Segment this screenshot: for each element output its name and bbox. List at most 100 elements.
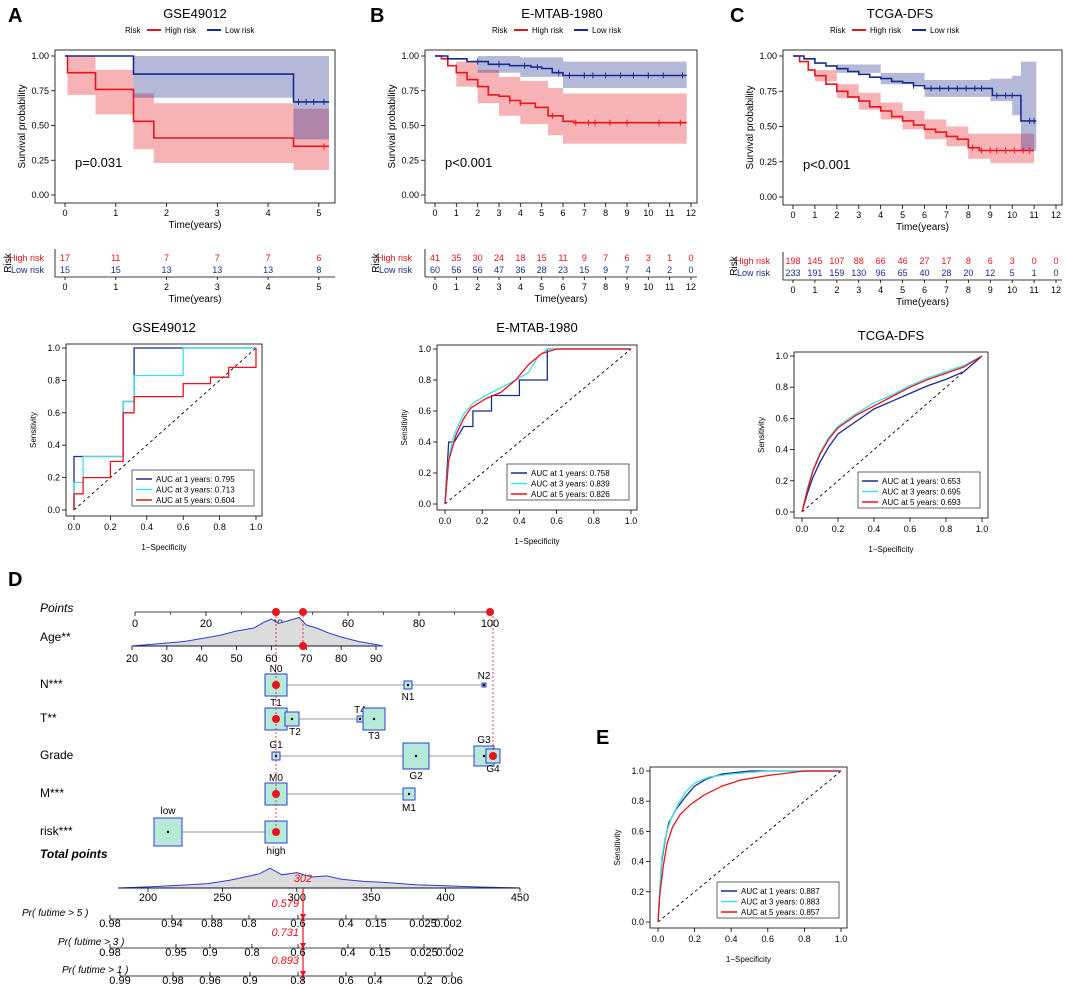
points-tick-label: 80 [413,618,425,630]
risk-table-low-label: Low risk [11,265,45,275]
y-tick-label: 0.25 [401,155,419,165]
x-tick-label: 0.6 [762,934,775,944]
x-tick-label: 6 [922,210,927,220]
risk-count-low: 23 [558,265,568,275]
x-tick-label: 2 [164,208,169,218]
x-tick-label: 0.4 [725,934,738,944]
roc-title: TCGA-DFS [858,328,925,343]
y-tick-label: 1.0 [418,344,431,354]
x-tick-label: 0 [432,208,437,218]
x-tick-label: 1 [812,210,817,220]
legend-low-label: Low risk [930,26,960,35]
risk-count-low: 13 [263,265,273,275]
x-tick-label: 0.2 [832,524,845,534]
risk-table-tick-label: 3 [856,285,861,295]
risk-count-low: 40 [919,268,929,278]
risk-table-title: Risk [371,252,382,272]
prob-tick-label: 0.95 [165,947,186,959]
roc-legend-entry: AUC at 5 years: 0.693 [882,498,961,507]
selection-marker [489,752,497,760]
risk-count-low: 13 [162,265,172,275]
x-tick-label: 1 [113,208,118,218]
risk-table-tick-label: 9 [988,285,993,295]
prob-tick-label: 0.6 [290,947,305,959]
category-dot [358,717,362,721]
x-tick-label: 0.2 [476,516,489,526]
risk-table-title: Risk [3,252,14,272]
y-tick-label: 0.75 [759,86,777,96]
prob-tick-label: 0.6 [290,918,305,930]
risk-table-high-label: High risk [735,256,771,266]
risk-count-low: 0 [688,265,693,275]
category-dot [290,717,294,721]
total-density [118,867,521,889]
prob-tick-label: 0.8 [241,918,256,930]
points-tick-label: 0 [132,618,138,630]
legend-high-label: High risk [870,26,902,35]
row-label: N*** [40,677,63,691]
age-tick-label: 80 [335,653,347,665]
y-tick-label: 0.0 [631,917,644,927]
legend-low-label: Low risk [592,26,622,35]
x-tick-label: 9 [624,208,629,218]
risk-count-high: 6 [988,256,993,266]
risk-table-tick-label: 7 [582,282,587,292]
p-value: p=0.031 [75,155,122,170]
x-tick-label: 8 [966,210,971,220]
x-tick-label: 1 [454,208,459,218]
y-tick-label: 0.2 [418,468,431,478]
category-dot [414,754,418,758]
risk-count-low: 56 [451,265,461,275]
risk-count-low: 13 [212,265,222,275]
x-tick-label: 0.0 [439,516,452,526]
risk-table-tick-label: 2 [164,282,169,292]
y-tick-label: 1.00 [31,51,49,61]
x-tick-label: 3 [496,208,501,218]
row-label: M*** [40,786,64,800]
low-risk-curve [65,55,329,103]
roc-legend-entry: AUC at 3 years: 0.713 [156,486,235,495]
roc-diagonal [444,348,632,505]
risk-count-low: 36 [515,265,525,275]
risk-count-high: 0 [688,253,693,263]
risk-count-low: 191 [807,268,822,278]
y-tick-label: 0.4 [631,857,644,867]
prob-tick-label: 0.96 [199,975,220,987]
risk-table-x-label: Time(years) [169,294,222,305]
x-tick-label: 1.0 [250,522,263,532]
roc-legend-entry: AUC at 1 years: 0.795 [156,475,235,484]
total-points-label: Total points [40,847,108,861]
x-axis-label: 1−Specificity [726,955,771,964]
x-tick-label: 2 [475,208,480,218]
low-risk-curve [435,55,687,77]
prob-value: 0.893 [271,955,299,967]
risk-count-low: 4 [646,265,651,275]
risk-table-tick-label: 3 [496,282,501,292]
risk-count-high: 6 [316,253,321,263]
prob-value: 0.579 [271,898,299,910]
total-tick-label: 250 [213,892,231,904]
high-risk-ci-band [793,56,1035,164]
y-tick-label: 0.00 [401,190,419,200]
x-tick-label: 0.6 [550,516,563,526]
x-tick-label: 10 [1007,210,1017,220]
y-tick-label: 0.50 [31,121,49,131]
risk-count-low: 233 [785,268,800,278]
panel-letter: B [370,5,384,27]
prob-tick-label: 0.4 [367,975,382,987]
risk-table-tick-label: 2 [475,282,480,292]
risk-count-low: 5 [1010,268,1015,278]
risk-table-tick-label: 3 [215,282,220,292]
category-dot [406,683,410,687]
y-tick-label: 0.0 [47,505,60,515]
risk-count-low: 96 [876,268,886,278]
prob-arrow [300,943,306,949]
risk-table-low-label: Low risk [379,265,413,275]
x-tick-label: 4 [266,208,271,218]
risk-count-high: 107 [829,256,844,266]
y-tick-label: 0.0 [775,507,788,517]
risk-count-low: 1 [1032,268,1037,278]
risk-table-tick-label: 10 [643,282,653,292]
risk-count-high: 66 [876,256,886,266]
